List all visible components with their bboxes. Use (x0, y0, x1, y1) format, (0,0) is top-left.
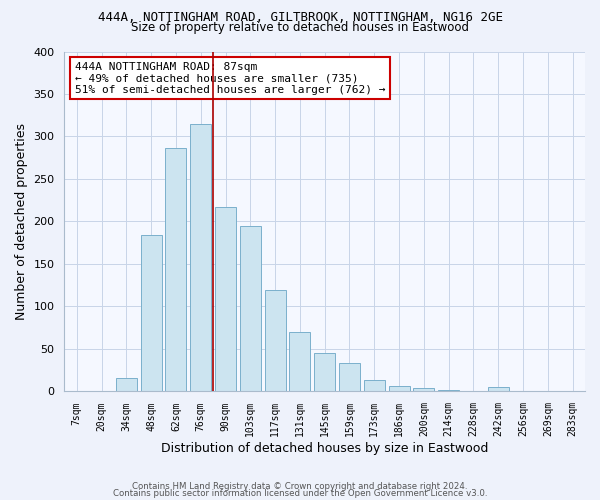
Bar (190, 124, 211, 392)
Bar (140, 235, 162, 392)
X-axis label: Distribution of detached houses by size in Eastwood: Distribution of detached houses by size … (161, 442, 488, 455)
Bar (314, 353, 335, 392)
Text: Size of property relative to detached houses in Eastwood: Size of property relative to detached ho… (131, 21, 469, 34)
Text: Contains HM Land Registry data © Crown copyright and database right 2024.: Contains HM Land Registry data © Crown c… (132, 482, 468, 491)
Bar (339, 364, 360, 392)
Bar (488, 387, 509, 392)
Bar (389, 386, 410, 392)
Text: Contains public sector information licensed under the Open Government Licence v3: Contains public sector information licen… (113, 489, 487, 498)
Bar (116, 378, 137, 392)
Bar (438, 390, 459, 392)
Bar (413, 388, 434, 392)
Bar (166, 148, 187, 392)
Bar (289, 332, 310, 392)
Y-axis label: Number of detached properties: Number of detached properties (15, 123, 28, 320)
Bar (364, 380, 385, 392)
Bar (215, 207, 236, 392)
Bar (240, 226, 261, 392)
Text: 444A NOTTINGHAM ROAD: 87sqm
← 49% of detached houses are smaller (735)
51% of se: 444A NOTTINGHAM ROAD: 87sqm ← 49% of det… (75, 62, 385, 95)
Bar (265, 290, 286, 392)
Text: 444A, NOTTINGHAM ROAD, GILTBROOK, NOTTINGHAM, NG16 2GE: 444A, NOTTINGHAM ROAD, GILTBROOK, NOTTIN… (97, 11, 503, 24)
